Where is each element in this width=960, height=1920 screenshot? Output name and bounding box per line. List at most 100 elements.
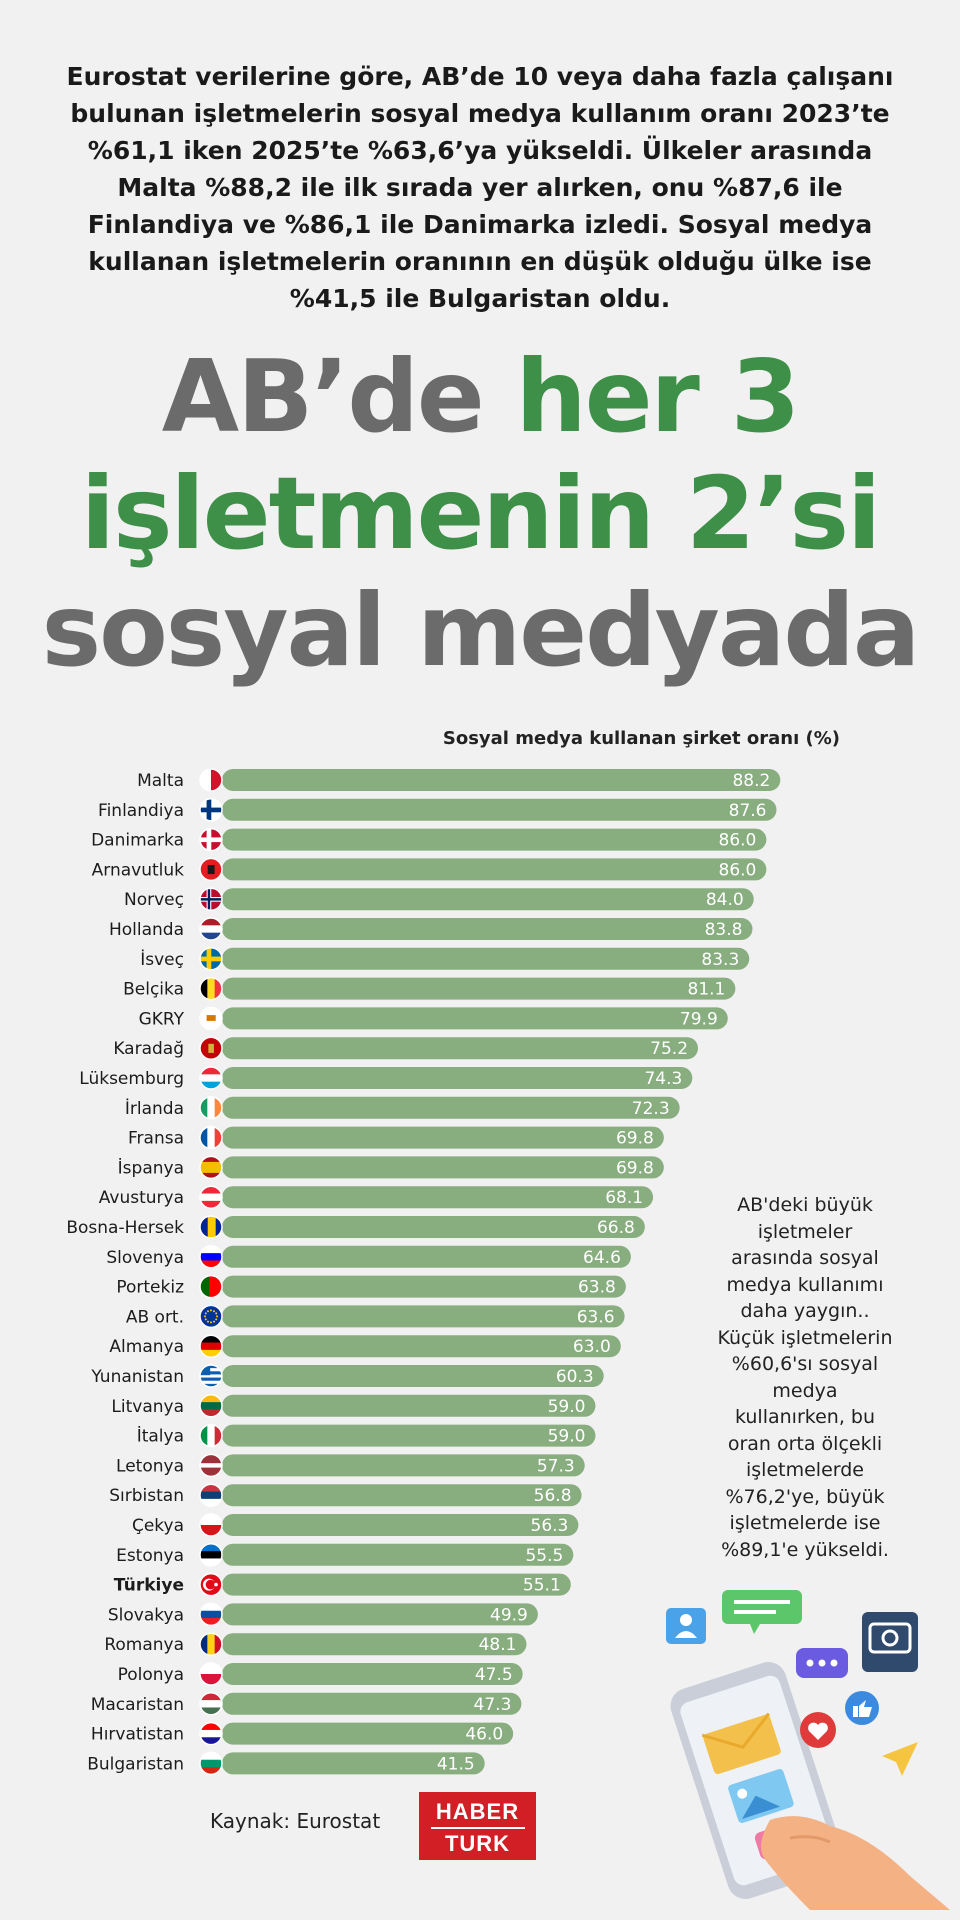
category-label: Arnavutluk [92, 860, 185, 880]
chart-row: Malta 88.2 [137, 768, 781, 792]
bar [222, 1394, 596, 1417]
bar [222, 1126, 664, 1149]
value-label: 59.0 [548, 1397, 586, 1417]
turkey-flag-icon [199, 1572, 223, 1597]
headline-part-2: her 3 [515, 338, 801, 455]
romania-flag-icon [199, 1632, 223, 1656]
chart-row: Almanya 63.0 [109, 1334, 621, 1358]
chart-row: İtalya 59.0 [137, 1423, 596, 1448]
value-label: 55.5 [525, 1546, 563, 1566]
category-label: Karadağ [113, 1039, 184, 1059]
chart-row: İspanya 69.8 [118, 1155, 664, 1180]
headline: AB’de her 3 işletmenin 2’si sosyal medya… [0, 338, 960, 689]
side-note: AB'deki büyük işletmeler arasında sosyal… [717, 1194, 893, 1561]
value-label: 72.3 [632, 1099, 670, 1119]
latvia-flag-icon [199, 1453, 223, 1478]
value-label: 74.3 [644, 1069, 682, 1089]
category-label: Avusturya [99, 1188, 184, 1208]
value-label: 57.3 [537, 1456, 575, 1476]
chat-bubble-icon [722, 1590, 802, 1634]
typing-bubble-icon [796, 1648, 848, 1678]
chart-row: Arnavutluk 86.0 [92, 857, 767, 882]
category-label: Almanya [109, 1337, 184, 1357]
chart-row: Polonya 47.5 [118, 1662, 523, 1686]
category-label: Çekya [132, 1516, 184, 1536]
denmark-flag-icon [199, 827, 223, 852]
category-label: Slovakya [108, 1605, 184, 1625]
category-label: Bosna-Hersek [66, 1218, 184, 1238]
chart-row: Belçika 81.1 [123, 976, 736, 1001]
chart-row: Türkiye 55.1 [114, 1572, 571, 1597]
category-label: AB ort. [126, 1307, 184, 1327]
chart-row: Litvanya 59.0 [111, 1394, 596, 1418]
bar [222, 828, 767, 851]
chart-row: Estonya 55.5 [116, 1543, 574, 1567]
chart-row: İsveç 83.3 [140, 947, 750, 971]
category-label: İtalya [137, 1426, 184, 1447]
like-icon [845, 1691, 879, 1725]
cyprus-flag-icon [199, 1006, 223, 1031]
value-label: 66.8 [597, 1218, 635, 1238]
category-label: Norveç [124, 890, 184, 910]
value-label: 55.1 [523, 1576, 561, 1596]
bar [222, 947, 750, 970]
norway-flag-icon [199, 887, 223, 911]
value-label: 69.8 [616, 1129, 654, 1149]
italy-flag-icon [199, 1423, 223, 1448]
category-label: Portekiz [116, 1278, 184, 1298]
category-label: Sırbistan [109, 1486, 184, 1506]
germany-flag-icon [199, 1334, 223, 1358]
value-label: 56.3 [531, 1516, 569, 1536]
bar [222, 798, 777, 821]
belgium-flag-icon [199, 976, 223, 1001]
albania-flag-icon [199, 857, 223, 882]
category-label: Malta [137, 771, 184, 791]
value-label: 68.1 [605, 1188, 643, 1208]
bar [222, 1007, 728, 1030]
bar [222, 1067, 693, 1089]
category-label: Finlandiya [98, 801, 184, 821]
category-label: İsveç [140, 949, 184, 970]
value-label: 47.3 [474, 1695, 512, 1715]
croatia-flag-icon [199, 1721, 223, 1746]
value-label: 84.0 [706, 890, 744, 910]
chart-row: GKRY 79.9 [139, 1006, 728, 1031]
bar [222, 1633, 527, 1656]
chart-row: Sırbistan 56.8 [109, 1483, 582, 1507]
category-label: Hırvatistan [91, 1725, 184, 1745]
portugal-flag-icon [199, 1274, 223, 1299]
category-label: Romanya [104, 1635, 184, 1655]
netherlands-flag-icon [199, 917, 223, 941]
chart-row: AB ort. 63.6 [126, 1304, 625, 1329]
chart-row: Fransa 69.8 [128, 1125, 664, 1150]
chart-row: Slovenya 64.6 [106, 1245, 631, 1269]
chart-row: Lüksemburg 74.3 [79, 1066, 693, 1090]
sweden-flag-icon [199, 947, 223, 971]
slovakia-flag-icon [199, 1602, 223, 1627]
category-label: Lüksemburg [79, 1069, 184, 1089]
chart-row: Bulgaristan 41.5 [87, 1751, 485, 1776]
bar [222, 1573, 571, 1596]
value-label: 56.8 [534, 1486, 572, 1506]
value-label: 63.6 [577, 1307, 615, 1327]
category-label: Letonya [116, 1456, 184, 1476]
bar [222, 1186, 654, 1209]
bar [222, 1722, 514, 1745]
bar [222, 1484, 582, 1507]
value-label: 81.1 [688, 980, 726, 1000]
bar [222, 1663, 523, 1685]
chart-row: Yunanistan 60.3 [90, 1364, 604, 1388]
source-note: Kaynak: Eurostat [210, 1809, 381, 1833]
greece-flag-icon [199, 1364, 223, 1388]
category-label: İrlanda [125, 1098, 184, 1119]
category-label: GKRY [139, 1009, 185, 1029]
chart-row: İrlanda 72.3 [125, 1096, 680, 1120]
hungary-flag-icon [199, 1692, 223, 1716]
bar [222, 1454, 585, 1477]
chart-row: Portekiz 63.8 [116, 1274, 626, 1299]
category-label: Litvanya [111, 1397, 184, 1417]
category-label: Belçika [123, 980, 184, 1000]
chart-row: Norveç 84.0 [124, 887, 754, 911]
value-label: 69.8 [616, 1158, 654, 1178]
